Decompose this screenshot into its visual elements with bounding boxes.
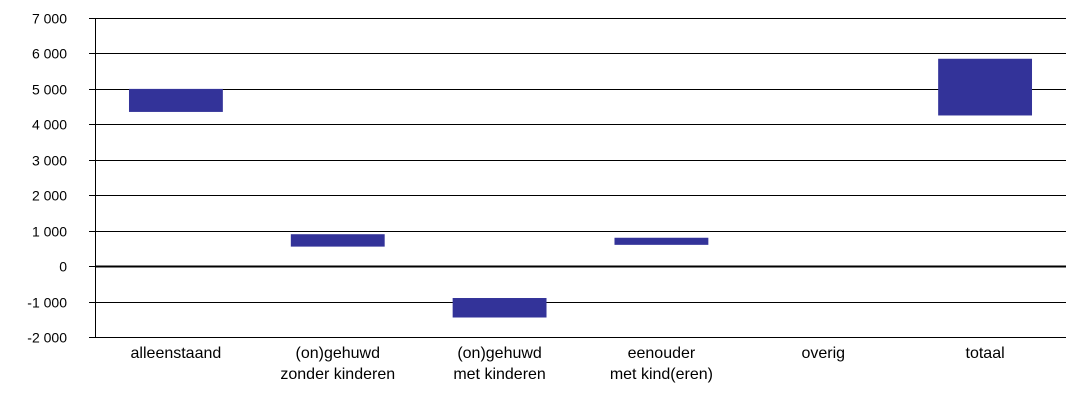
y-tick-label: -1 000 <box>27 295 67 311</box>
category-label: totaal <box>966 345 1005 362</box>
bar-1 <box>290 234 385 247</box>
y-tick-label: 0 <box>59 259 67 275</box>
bar-2 <box>452 298 547 318</box>
category-label: overig <box>801 345 845 362</box>
y-tick-label: 4 000 <box>32 117 67 133</box>
category-label: zonder kinderen <box>280 366 395 383</box>
bar-0 <box>128 88 223 112</box>
y-tick-label: 5 000 <box>32 82 67 98</box>
y-tick-label: 2 000 <box>32 188 67 204</box>
category-label: (on)gehuwd <box>296 345 381 362</box>
bars <box>128 58 1033 318</box>
y-tick-label: 1 000 <box>32 224 67 240</box>
y-tick-label: 6 000 <box>32 46 67 62</box>
bar-3 <box>614 237 709 245</box>
category-label: alleenstaand <box>131 345 222 362</box>
bar-5 <box>938 58 1033 116</box>
y-tick-label: 7 000 <box>32 11 67 27</box>
y-tick-label: 3 000 <box>32 153 67 169</box>
category-label: met kind(eren) <box>610 366 713 383</box>
category-label: (on)gehuwd <box>457 345 542 362</box>
category-labels: alleenstaand (on)gehuwd zonder kinderen (on… <box>131 345 1005 383</box>
y-tick-label: -2 000 <box>27 330 67 346</box>
category-label: met kinderen <box>453 366 546 383</box>
y-tick-labels: 7 000 6 000 5 000 4 000 3 000 2 000 1 000 0 -1 0… <box>27 11 67 346</box>
gridlines <box>95 18 1066 338</box>
category-label: eenouder <box>628 345 696 362</box>
axes <box>89 18 96 338</box>
